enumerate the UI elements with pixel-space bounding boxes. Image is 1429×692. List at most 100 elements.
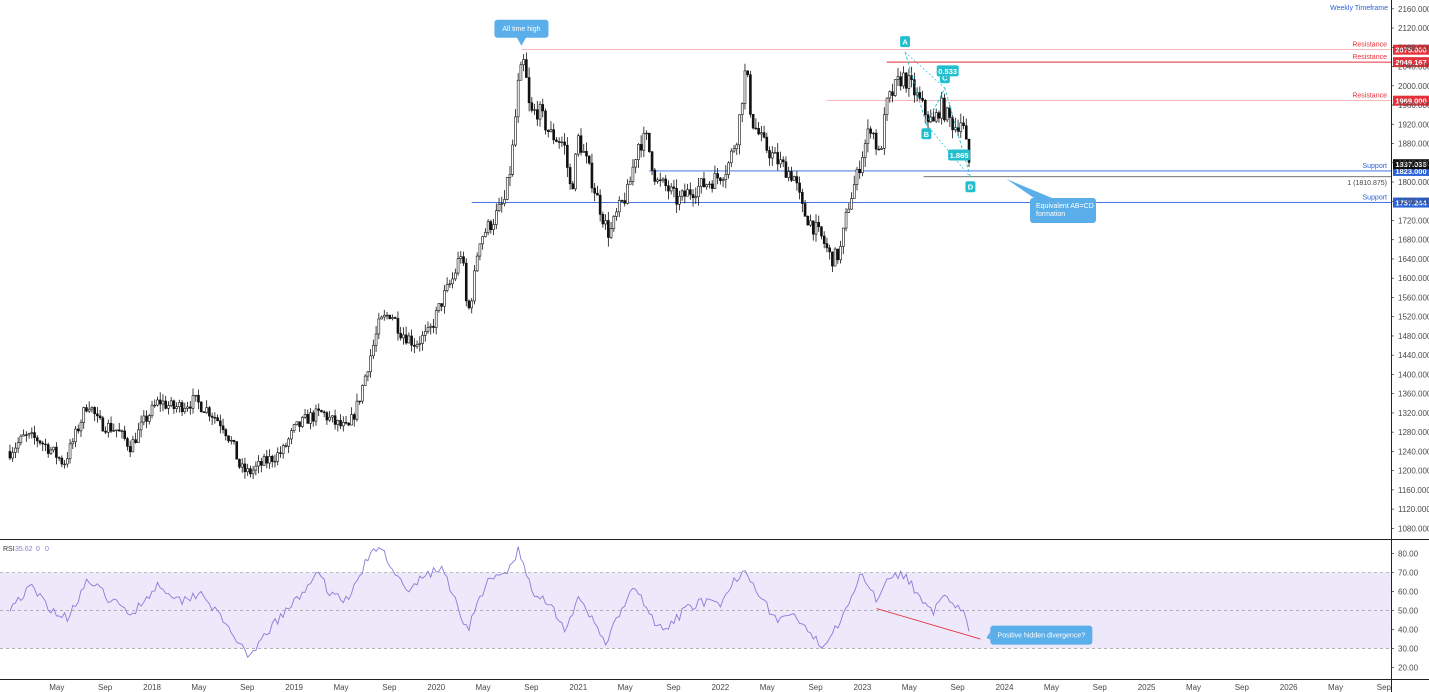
candle-body	[423, 331, 427, 336]
candle-body	[429, 325, 433, 328]
candle-body	[142, 415, 146, 423]
candle-body	[738, 114, 741, 146]
divergence-line	[876, 608, 981, 640]
candle-body	[22, 434, 25, 437]
candle-body	[481, 236, 484, 245]
candle-body	[831, 251, 834, 267]
candle-body	[473, 270, 476, 302]
candle-body	[126, 438, 129, 447]
rsi-tick-label: 40.00	[1398, 625, 1419, 634]
abcd-ratio-label: 0.533	[938, 67, 957, 76]
candle-body	[93, 407, 96, 415]
rsi-value-readout: 35.62	[15, 546, 33, 553]
candle-body	[440, 303, 443, 307]
candle-body	[519, 64, 523, 81]
time-tick-label: Sep	[951, 683, 966, 692]
candle-body	[341, 422, 345, 427]
candle-body	[631, 166, 635, 182]
rsi-indicator-label: RSI	[3, 546, 15, 553]
candle-body	[451, 278, 454, 285]
time-tick-label: 2023	[854, 683, 872, 692]
candle-body	[246, 468, 249, 473]
candle-body	[281, 445, 285, 454]
rsi-line	[9, 546, 970, 659]
candle-body	[153, 404, 157, 407]
time-tick-label: May	[191, 683, 206, 692]
candle-body	[959, 122, 963, 132]
candle-body	[697, 185, 700, 198]
candle-body	[637, 144, 640, 160]
candle-body	[464, 262, 468, 302]
candle-body	[188, 406, 192, 409]
candle-body	[98, 415, 102, 419]
candle-body	[820, 226, 823, 237]
candle-body	[208, 407, 211, 417]
time-tick-label: Sep	[98, 683, 113, 692]
candle-body	[940, 97, 943, 119]
candle-body	[762, 132, 766, 138]
rsi-series	[9, 546, 981, 659]
candle-body	[850, 198, 853, 210]
candle-body	[213, 417, 217, 419]
candle-body	[544, 110, 547, 131]
candle-body	[71, 441, 75, 445]
candle-body	[861, 157, 864, 174]
candle-body	[956, 127, 960, 132]
candle-body	[41, 442, 45, 445]
candle-body	[399, 333, 402, 339]
candle-body	[328, 416, 331, 421]
candle-body	[527, 77, 531, 104]
candle-body	[612, 216, 616, 229]
candle-body	[598, 194, 602, 215]
candle-body	[505, 177, 509, 200]
abcd-callout-box	[1030, 198, 1096, 223]
resistance-label: Resistance	[1352, 93, 1387, 100]
candle-body	[874, 132, 878, 150]
candle-body	[683, 190, 687, 197]
candle-body	[268, 455, 271, 464]
candle-body	[322, 411, 326, 414]
candle-body	[645, 132, 648, 135]
candle-body	[937, 112, 941, 119]
time-tick-label: 2020	[427, 683, 445, 692]
time-tick-label: Sep	[524, 683, 539, 692]
time-tick-label: May	[760, 683, 775, 692]
abcd-diagonal	[904, 51, 946, 89]
candle-body	[161, 400, 165, 405]
candle-body	[475, 255, 479, 272]
candle-body	[691, 194, 695, 198]
candle-body	[511, 144, 515, 175]
candle-body	[467, 300, 471, 309]
candle-body	[336, 420, 340, 425]
price-tick-label: 1520.000	[1398, 313, 1429, 322]
abcd-point-label: D	[968, 183, 974, 192]
price-tick-label: 1640.000	[1398, 255, 1429, 264]
candle-body	[221, 425, 225, 430]
candle-body	[765, 136, 769, 151]
candle-body	[298, 421, 301, 427]
divergence-callout-text: Positive hidden divergence?	[998, 633, 1086, 640]
candle-body	[156, 399, 159, 406]
candle-body	[167, 405, 170, 409]
resistance-value-label: 2049.167	[1395, 58, 1426, 67]
candle-body	[44, 443, 47, 446]
candle-body	[33, 432, 36, 438]
candle-body	[199, 401, 203, 413]
price-tick-label: 2040.000	[1398, 63, 1429, 72]
candle-body	[377, 318, 381, 335]
candle-body	[210, 415, 214, 418]
candle-body	[309, 412, 312, 424]
candle-body	[407, 335, 411, 344]
time-tick-label: 2022	[711, 683, 729, 692]
support-label: Support	[1362, 163, 1387, 170]
time-tick-label: Sep	[1093, 683, 1108, 692]
candle-body	[352, 414, 356, 420]
candle-body	[197, 394, 200, 403]
support-label: Support	[1362, 195, 1387, 202]
candle-body	[27, 433, 31, 436]
time-tick-label: 2026	[1280, 683, 1298, 692]
price-tick-label: 1600.000	[1398, 274, 1429, 283]
candle-body	[279, 452, 282, 454]
candle-body	[839, 246, 842, 261]
